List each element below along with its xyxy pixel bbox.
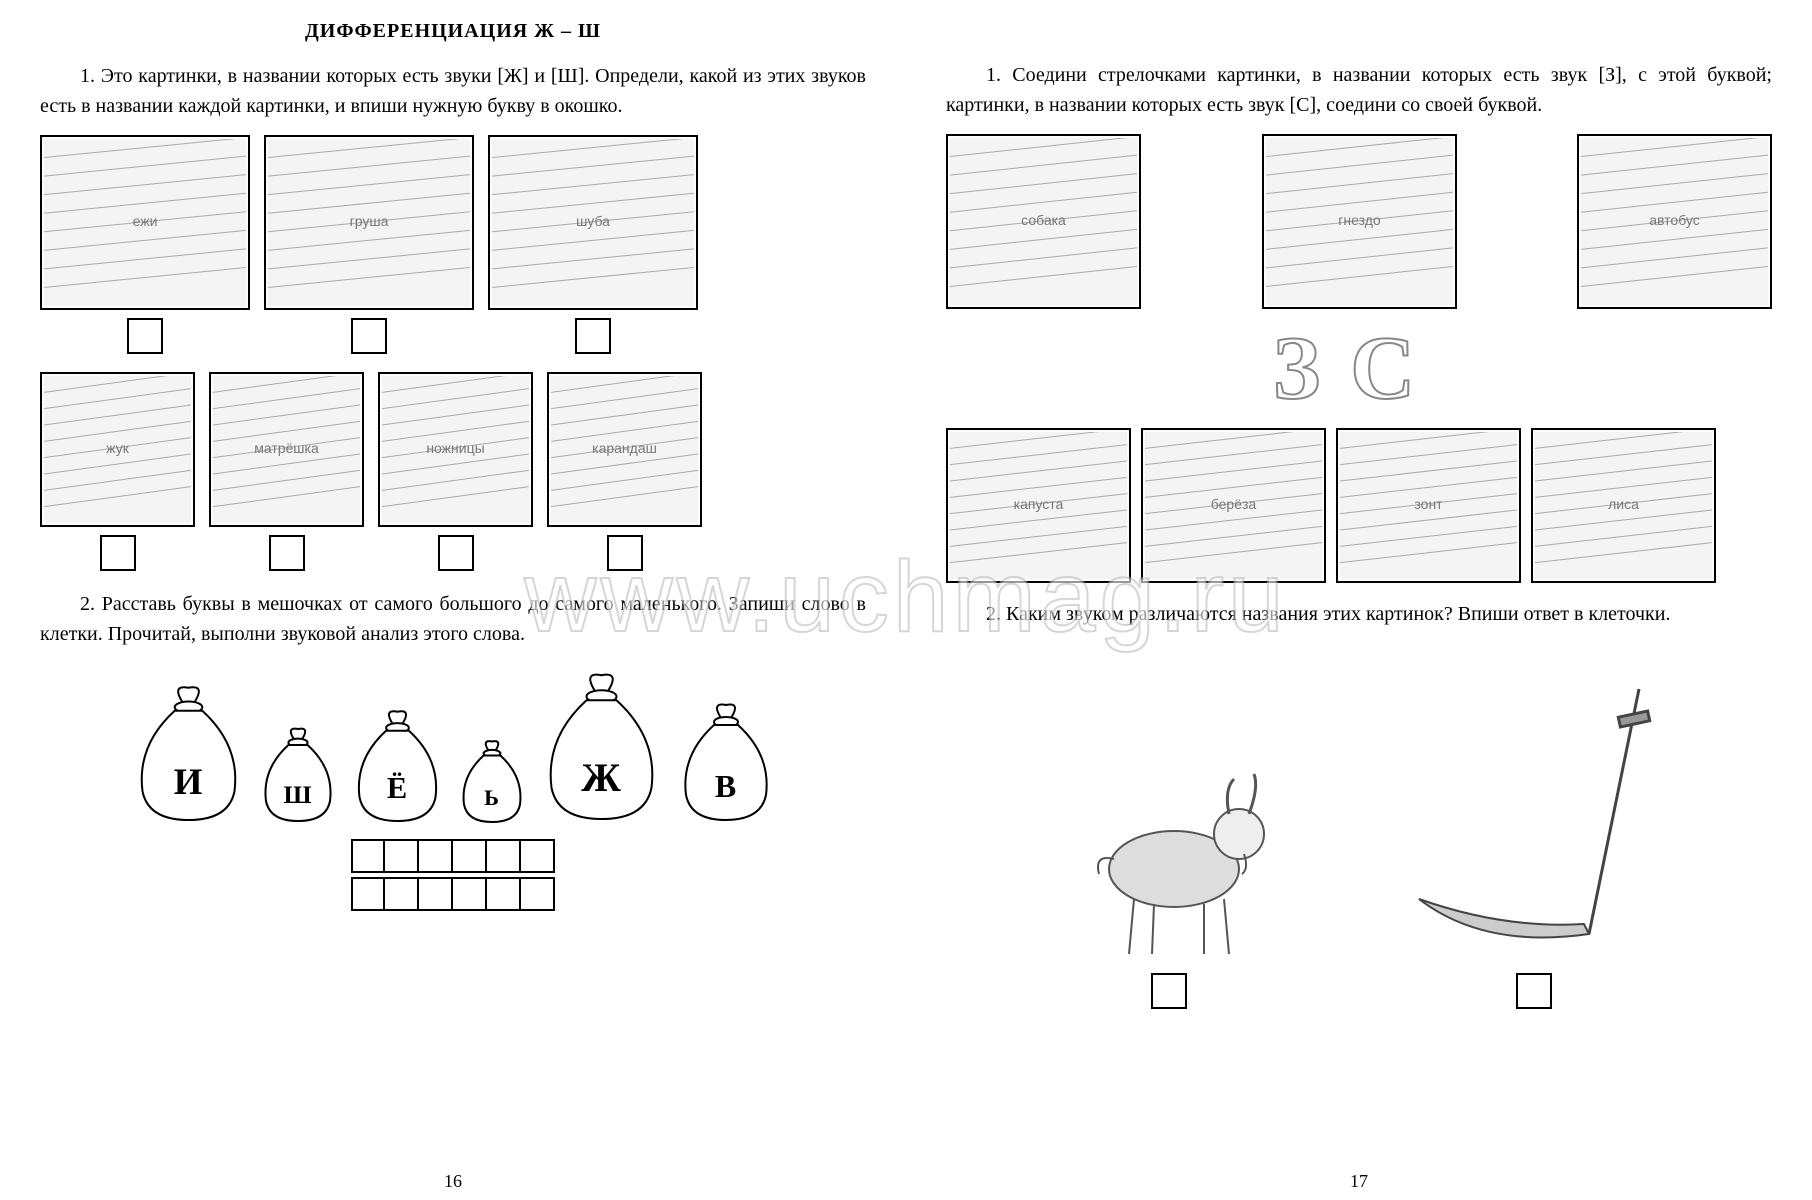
svg-text:берёза: берёза — [1211, 496, 1257, 512]
bag: В — [676, 700, 776, 825]
page-number: 16 — [444, 1171, 462, 1192]
bag: Ь — [457, 738, 527, 826]
answer-box[interactable] — [521, 839, 555, 873]
answer-box[interactable] — [351, 839, 385, 873]
svg-text:ножницы: ножницы — [426, 440, 484, 456]
task2-text: 2. Расставь буквы в мешочках от самого б… — [40, 589, 866, 649]
svg-text:капуста: капуста — [1014, 496, 1064, 512]
answer-box[interactable] — [269, 535, 305, 571]
picture-row: жук матрёшка ножницы карандаш — [40, 372, 866, 527]
goat-icon — [1054, 759, 1284, 959]
bag: Ё — [350, 707, 445, 826]
svg-text:зонт: зонт — [1414, 496, 1443, 512]
answer-box[interactable] — [521, 877, 555, 911]
answer-box[interactable] — [1516, 973, 1552, 1009]
answer-box[interactable] — [1151, 973, 1187, 1009]
picture-frame: лиса — [1531, 428, 1716, 583]
svg-text:ежи: ежи — [133, 213, 158, 229]
picture-frame: автобус — [1577, 134, 1772, 309]
task1-text: 1. Это картинки, в названии которых есть… — [40, 61, 866, 121]
svg-text:жук: жук — [106, 440, 130, 456]
bags-row: И Ш Ё Ь Ж — [40, 669, 866, 825]
picture-frame: карандаш — [547, 372, 702, 527]
picture-row: собака гнездо автобус — [946, 134, 1772, 309]
letter-s: С — [1350, 319, 1445, 418]
answer-box[interactable] — [419, 839, 453, 873]
picture-frame: зонт — [1336, 428, 1521, 583]
picture-frame: матрёшка — [209, 372, 364, 527]
picture-row: ежи груша шуба — [40, 135, 866, 310]
picture-frame: ежи — [40, 135, 250, 310]
svg-text:собака: собака — [1021, 212, 1066, 228]
answer-box[interactable] — [385, 839, 419, 873]
answer-boxes-row — [40, 535, 866, 571]
svg-text:матрёшка: матрёшка — [254, 440, 319, 456]
bag-letter: В — [715, 768, 736, 805]
answer-box[interactable] — [487, 839, 521, 873]
answer-box[interactable] — [127, 318, 163, 354]
left-page: ДИФФЕРЕНЦИАЦИЯ Ж – Ш 1. Это картинки, в … — [0, 0, 906, 1200]
task2-text-right: 2. Каким звуком различаются названия эти… — [946, 599, 1772, 629]
right-page: 1. Соедини стрелочками картинки, в назва… — [906, 0, 1812, 1200]
bag: Ш — [258, 725, 338, 825]
page-number: 17 — [1350, 1171, 1368, 1192]
svg-text:автобус: автобус — [1649, 212, 1700, 228]
scythe-icon — [1404, 679, 1664, 959]
answer-box[interactable] — [385, 877, 419, 911]
answer-box[interactable] — [487, 877, 521, 911]
picture-frame: шуба — [488, 135, 698, 310]
picture-frame: гнездо — [1262, 134, 1457, 309]
picture-frame: собака — [946, 134, 1141, 309]
answer-box[interactable] — [100, 535, 136, 571]
bottom-illustrations — [946, 679, 1772, 1009]
picture-frame: жук — [40, 372, 195, 527]
answer-boxes-row — [40, 318, 866, 354]
svg-text:шуба: шуба — [576, 213, 610, 229]
bag-letter: Ь — [484, 785, 499, 811]
bag: Ж — [539, 669, 664, 825]
answer-box[interactable] — [438, 535, 474, 571]
picture-frame: груша — [264, 135, 474, 310]
answer-box[interactable] — [453, 839, 487, 873]
center-letters: ЗС — [946, 317, 1772, 420]
svg-text:гнездо: гнездо — [1338, 212, 1381, 228]
bag-letter: Ш — [283, 780, 311, 810]
letter-z: З — [1273, 319, 1351, 418]
svg-text:груша: груша — [350, 213, 389, 229]
bag-letter: И — [174, 760, 203, 803]
answer-box[interactable] — [575, 318, 611, 354]
task1-text-right: 1. Соедини стрелочками картинки, в назва… — [946, 60, 1772, 120]
answer-box[interactable] — [351, 877, 385, 911]
word-cells[interactable] — [40, 839, 866, 873]
answer-box[interactable] — [419, 877, 453, 911]
svg-text:лиса: лиса — [1608, 496, 1639, 512]
picture-frame: ножницы — [378, 372, 533, 527]
answer-box[interactable] — [453, 877, 487, 911]
word-cells[interactable] — [40, 877, 866, 911]
bag-letter: Ж — [581, 754, 621, 801]
bag-letter: Ё — [387, 771, 407, 806]
svg-text:карандаш: карандаш — [592, 440, 657, 456]
page-title: ДИФФЕРЕНЦИАЦИЯ Ж – Ш — [40, 20, 866, 43]
answer-box[interactable] — [607, 535, 643, 571]
picture-frame: капуста — [946, 428, 1131, 583]
picture-frame: берёза — [1141, 428, 1326, 583]
answer-box[interactable] — [351, 318, 387, 354]
picture-row: капуста берёза зонт лиса — [946, 428, 1772, 583]
bag: И — [131, 682, 246, 826]
